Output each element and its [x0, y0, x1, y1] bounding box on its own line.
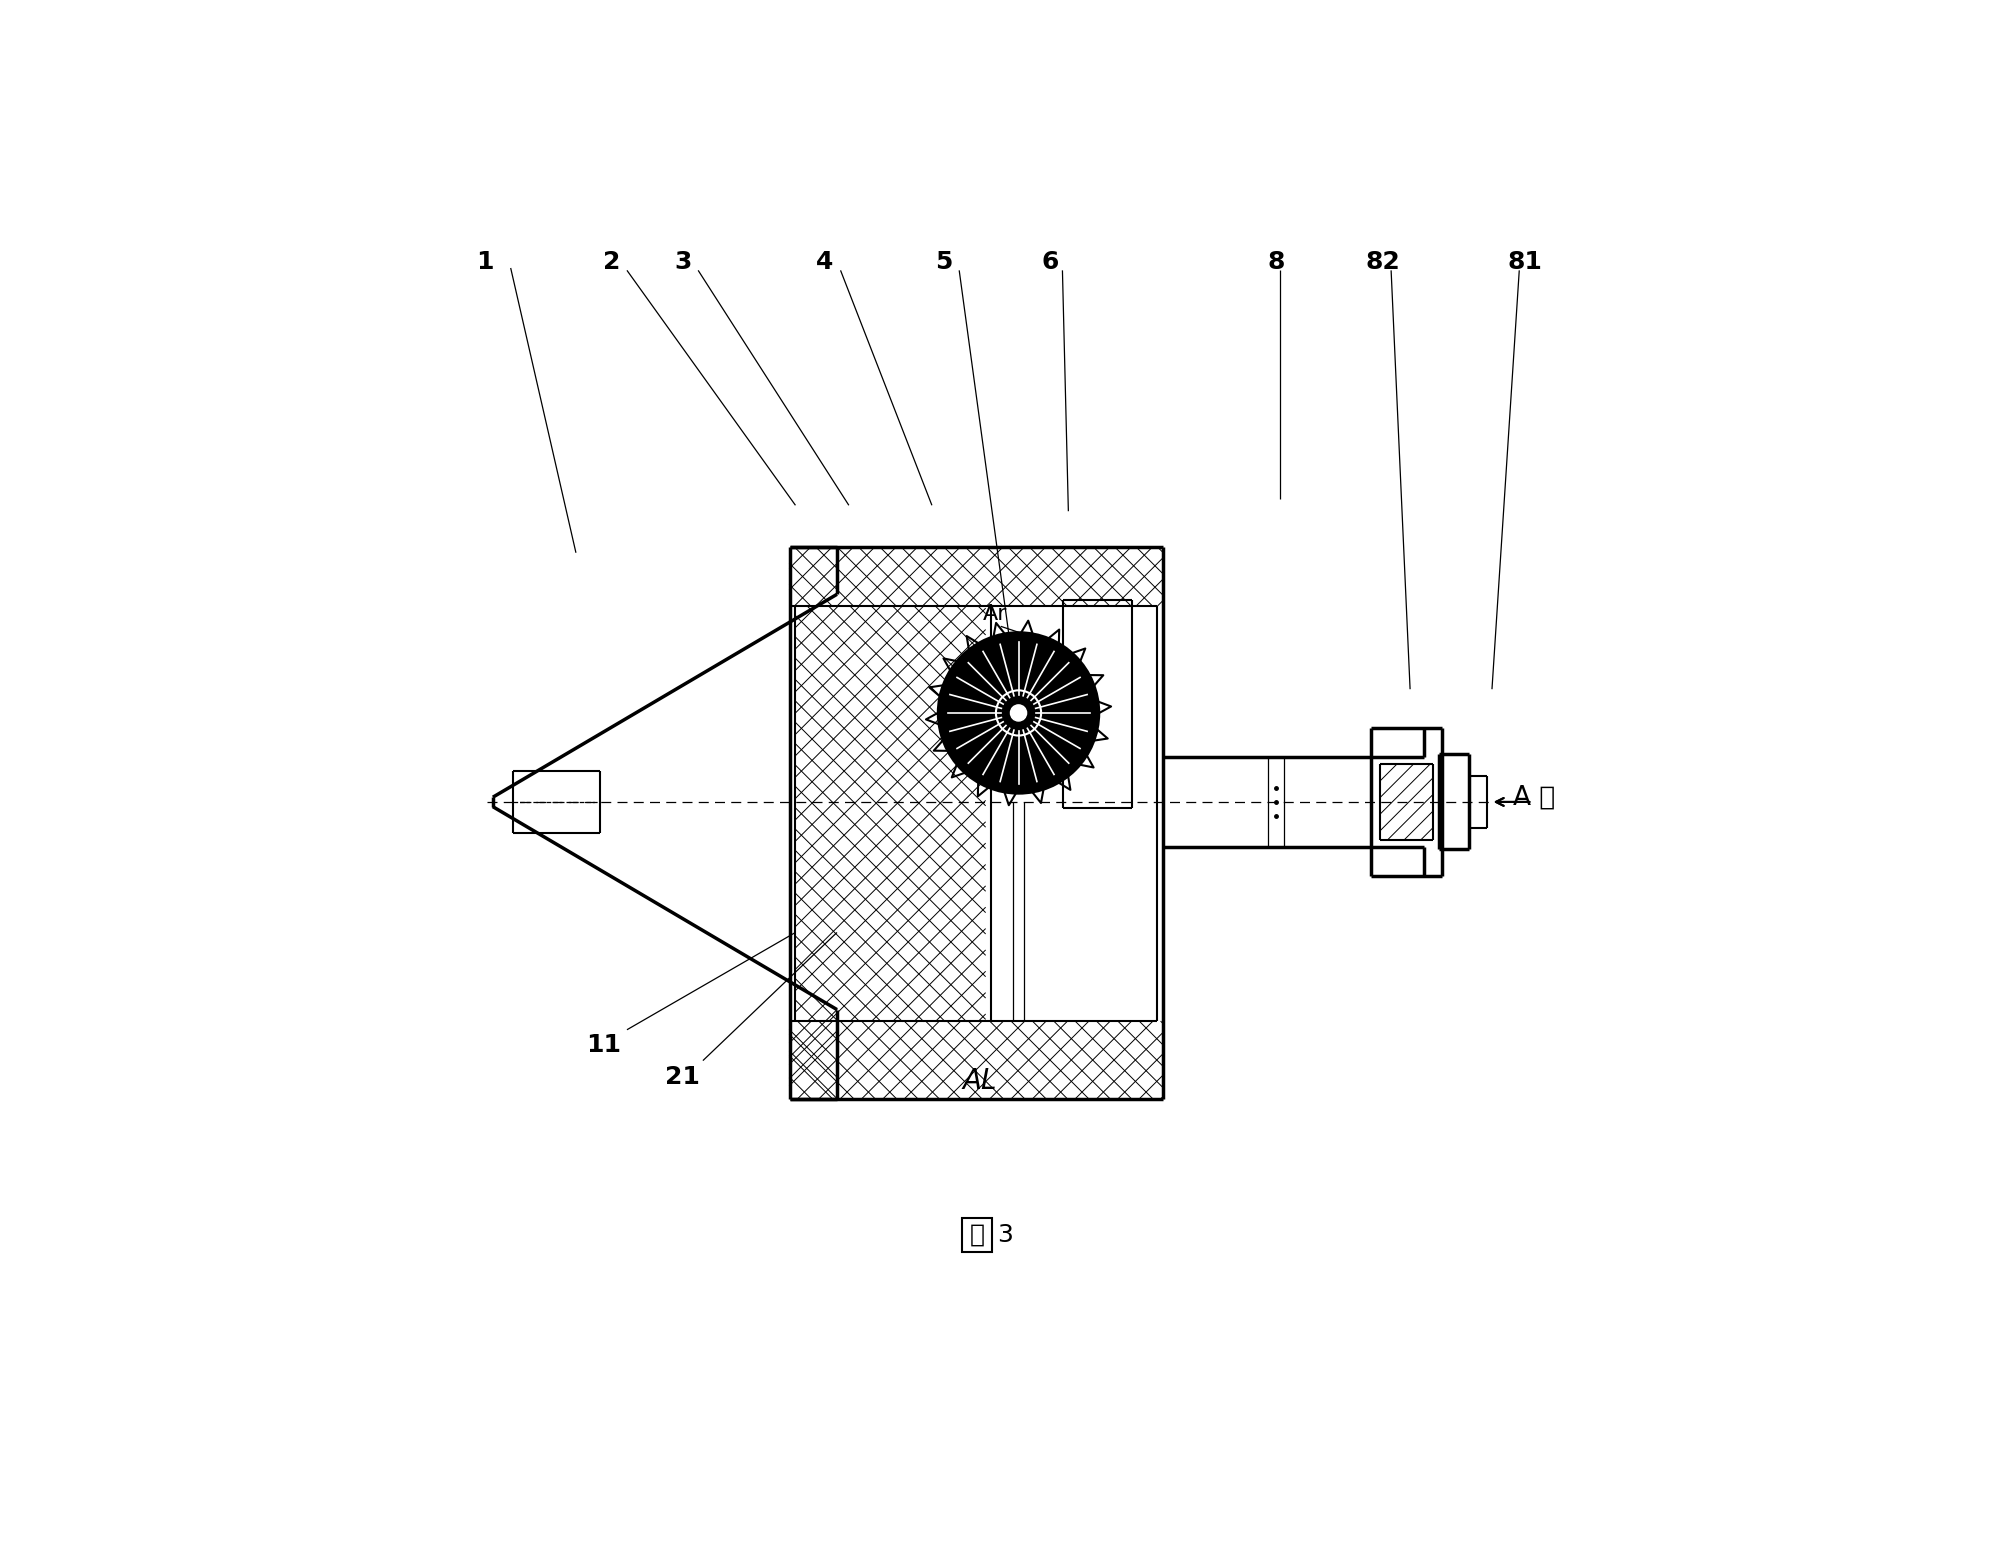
Text: 81: 81: [1508, 250, 1542, 274]
Text: Ar: Ar: [982, 604, 1008, 624]
Circle shape: [1010, 704, 1026, 721]
Text: 82: 82: [1365, 250, 1400, 274]
Text: 1: 1: [476, 250, 494, 274]
Text: 6: 6: [1042, 250, 1060, 274]
Circle shape: [938, 632, 1100, 794]
Text: 3: 3: [998, 1224, 1014, 1247]
Text: 3: 3: [673, 250, 691, 274]
Text: A 向: A 向: [1514, 784, 1556, 811]
Bar: [962, 1219, 992, 1251]
Text: 21: 21: [665, 1065, 699, 1089]
Text: 5: 5: [934, 250, 952, 274]
Text: 2: 2: [604, 250, 620, 274]
Text: 图: 图: [970, 1224, 984, 1247]
Text: 8: 8: [1267, 250, 1285, 274]
Text: 4: 4: [817, 250, 835, 274]
Text: 11: 11: [586, 1032, 622, 1057]
Text: AL: AL: [962, 1066, 996, 1094]
